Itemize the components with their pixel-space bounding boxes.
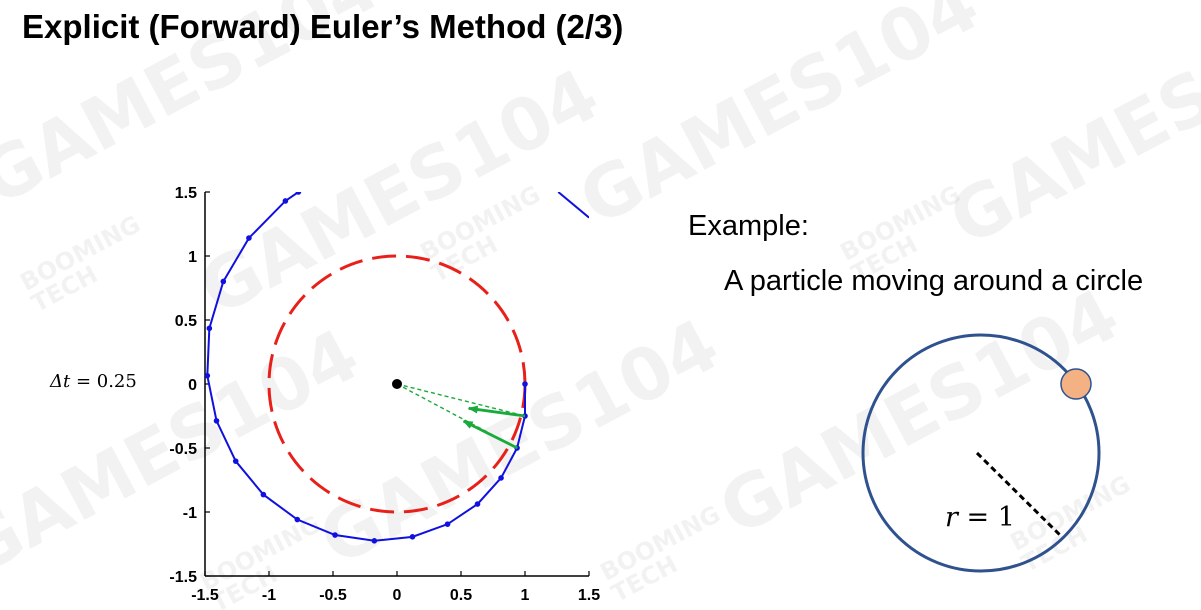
euler-point bbox=[409, 534, 416, 540]
velocity-vector-arrow bbox=[467, 405, 526, 418]
example-label: Example: bbox=[688, 210, 809, 242]
euler-point bbox=[213, 418, 220, 424]
y-tick-label: 1 bbox=[188, 249, 197, 266]
orbit-circle bbox=[861, 333, 1101, 573]
radius-label: r = 1 bbox=[945, 502, 1015, 533]
watermark-sub: BOOMING TECH bbox=[1005, 470, 1135, 578]
x-tick-label: 0 bbox=[393, 587, 402, 604]
x-tick-label: 1 bbox=[521, 587, 530, 604]
x-tick-label: -1 bbox=[262, 587, 276, 604]
euler-point bbox=[220, 278, 227, 285]
radius-vector-dashed bbox=[396, 383, 518, 449]
euler-point bbox=[444, 521, 451, 527]
radius-vector-dashed bbox=[396, 383, 526, 417]
x-tick-label: -1.5 bbox=[191, 587, 219, 604]
x-tick-label: 0.5 bbox=[450, 587, 472, 604]
y-tick-label: -0.5 bbox=[169, 441, 197, 458]
center-point bbox=[392, 379, 402, 389]
euler-point bbox=[282, 198, 289, 204]
euler-point bbox=[498, 475, 504, 481]
example-description: A particle moving around a circle bbox=[724, 265, 1144, 297]
euler-point bbox=[332, 532, 338, 538]
euler-point bbox=[260, 491, 267, 498]
euler-point bbox=[206, 325, 213, 332]
y-tick-label: -1 bbox=[183, 505, 197, 522]
euler-point bbox=[294, 516, 301, 523]
euler-point bbox=[205, 372, 211, 379]
y-tick-label: -1.5 bbox=[169, 569, 197, 586]
x-tick-label: -0.5 bbox=[319, 587, 347, 604]
euler-point bbox=[371, 538, 378, 544]
euler-point bbox=[474, 501, 481, 507]
y-tick-label: 0.5 bbox=[175, 313, 197, 330]
euler-point bbox=[295, 192, 302, 195]
euler-point bbox=[232, 458, 239, 464]
euler-trajectory-line bbox=[206, 192, 526, 542]
trajectory-segment-top-right bbox=[557, 192, 589, 219]
watermark-brand: GAMES104 bbox=[565, 0, 992, 242]
euler-point bbox=[246, 235, 252, 241]
particle bbox=[1060, 368, 1092, 400]
watermark-brand: GAMES104 bbox=[935, 0, 1201, 262]
euler-point bbox=[522, 381, 528, 387]
y-tick-label: 0 bbox=[188, 377, 197, 394]
watermark-sub: BOOMING TECH bbox=[595, 500, 725, 608]
x-tick-label: 1.5 bbox=[578, 587, 600, 604]
watermark-brand: GAMES104 bbox=[705, 272, 1132, 552]
slide-title: Explicit (Forward) Euler’s Method (2/3) bbox=[22, 8, 624, 45]
timestep-label: Δt = 0.25 bbox=[50, 371, 137, 392]
euler-plot: 1.5 1 0.5 0 -0.5 -1 -1.5-1.5 -1 -0.5 0 0.5 1 1.5 bbox=[169, 185, 600, 604]
y-tick-label: 1.5 bbox=[175, 185, 197, 202]
